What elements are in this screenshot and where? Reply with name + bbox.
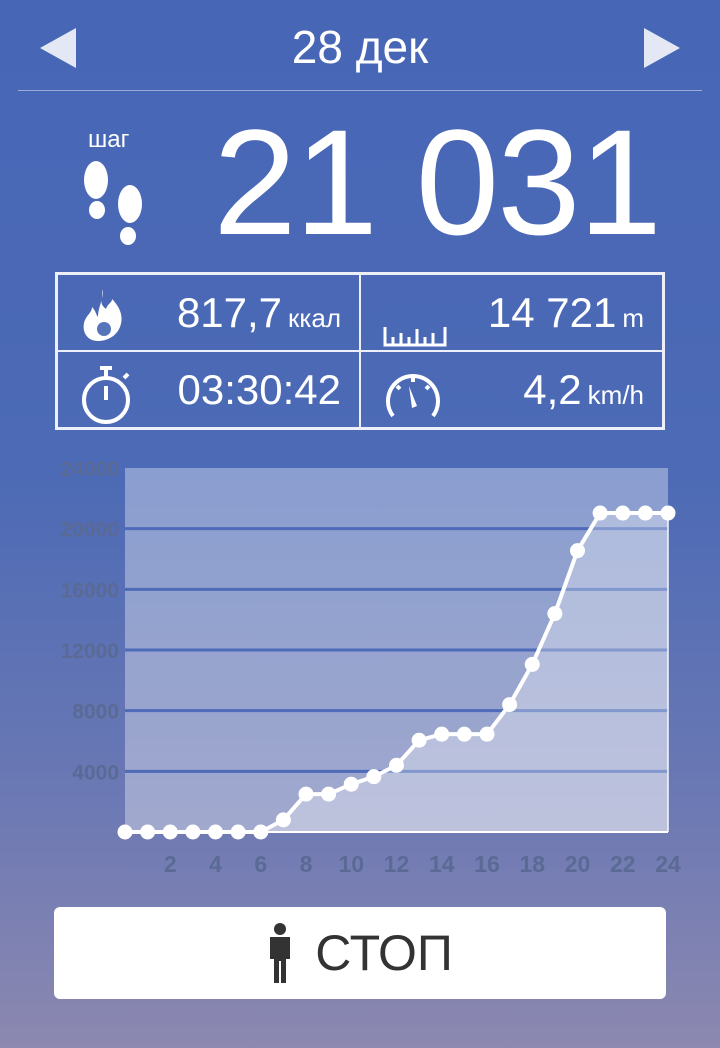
y-tick-label: 24000	[61, 458, 119, 481]
data-point	[321, 786, 337, 802]
stop-button-label: СТОП	[315, 925, 453, 981]
steps-label: шаг	[88, 126, 130, 153]
y-tick-label: 4000	[72, 761, 119, 784]
data-point	[366, 769, 382, 785]
duration-cell: 03:30:42	[57, 351, 360, 428]
data-point	[570, 543, 585, 559]
stats-grid: 817,7 ккал 14 721 m 03:30:42 4,2 km/h	[55, 272, 665, 430]
data-point	[502, 697, 518, 713]
ruler-icon	[383, 327, 447, 347]
data-point	[253, 824, 269, 840]
triangle-right-icon[interactable]	[644, 28, 680, 68]
fire-icon	[83, 289, 122, 341]
data-point	[275, 812, 291, 828]
data-point	[117, 824, 133, 840]
speed-value: 4,2 km/h	[523, 366, 644, 413]
date-header: 28 дек	[18, 0, 702, 91]
data-point	[524, 656, 540, 672]
data-point	[389, 757, 404, 773]
speedometer-icon	[386, 374, 440, 418]
distance-value: 14 721 m	[487, 289, 644, 336]
data-point	[162, 824, 178, 840]
data-point	[479, 726, 495, 742]
x-tick-label: 10	[338, 851, 364, 877]
x-tick-label: 6	[254, 851, 267, 877]
x-tick-label: 18	[519, 851, 545, 877]
person-icon	[270, 923, 291, 983]
triangle-left-icon[interactable]	[40, 28, 76, 68]
y-tick-label: 12000	[61, 640, 119, 663]
x-tick-label: 2	[164, 851, 177, 877]
x-tick-label: 16	[474, 851, 500, 877]
y-tick-label: 20000	[61, 519, 119, 542]
data-point	[185, 824, 201, 840]
data-point	[456, 726, 472, 742]
duration-value: 03:30:42	[177, 366, 342, 413]
area-fill	[125, 513, 668, 832]
data-point	[547, 606, 563, 622]
data-point	[434, 726, 450, 742]
steps-count: 21 031	[213, 98, 662, 266]
stop-button[interactable]: СТОП	[54, 907, 666, 999]
distance-cell: 14 721 m	[360, 274, 663, 351]
x-tick-label: 20	[565, 851, 591, 877]
data-point	[298, 786, 314, 802]
date-label: 28 дек	[291, 21, 429, 73]
data-point	[140, 824, 156, 840]
stopwatch-icon	[82, 366, 130, 424]
y-tick-label: 8000	[72, 701, 119, 724]
x-tick-label: 8	[300, 851, 313, 877]
data-point	[615, 505, 631, 521]
x-tick-label: 4	[209, 851, 222, 877]
data-point	[411, 732, 427, 748]
calories-value: 817,7 ккал	[176, 289, 341, 336]
x-tick-label: 14	[429, 851, 455, 877]
data-point	[592, 505, 608, 521]
calories-cell: 817,7 ккал	[57, 274, 360, 351]
data-point	[660, 505, 676, 521]
speed-cell: 4,2 km/h	[360, 351, 663, 428]
data-point	[208, 824, 223, 840]
x-tick-label: 24	[655, 851, 681, 877]
y-tick-label: 16000	[61, 579, 119, 602]
footprints-icon	[84, 161, 142, 245]
x-tick-label: 12	[384, 851, 410, 877]
data-point	[637, 505, 653, 521]
data-point	[230, 824, 246, 840]
data-point	[343, 776, 359, 792]
x-tick-label: 22	[610, 851, 636, 877]
